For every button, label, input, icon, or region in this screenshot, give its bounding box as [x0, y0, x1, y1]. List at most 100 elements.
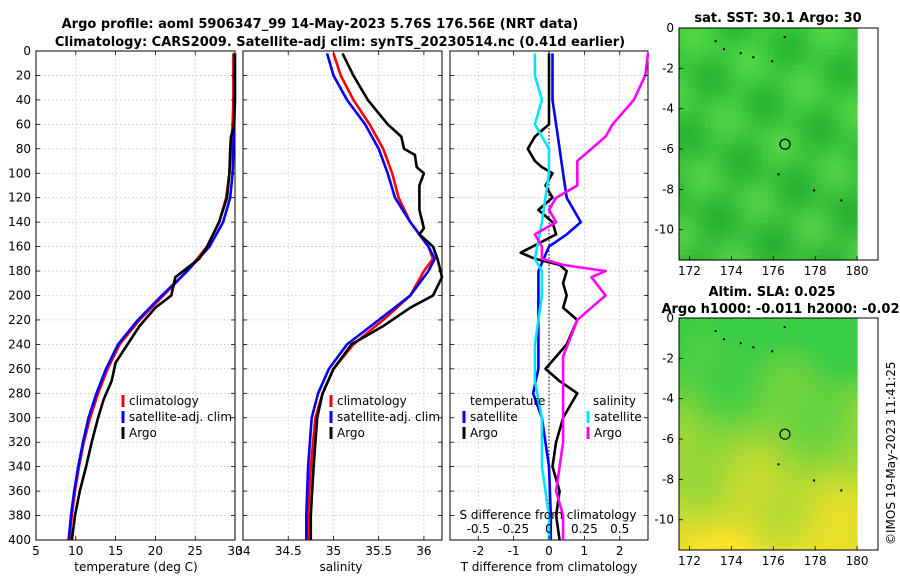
map-cell: [736, 112, 743, 119]
map-cell: [825, 244, 832, 251]
map-cell: [794, 249, 801, 256]
map-cell: [731, 202, 738, 208]
map-cell: [710, 528, 717, 535]
map-cell: [731, 354, 738, 361]
map-cell: [809, 49, 816, 55]
map-cell: [851, 159, 858, 166]
map-cell: [679, 339, 685, 345]
map-cell: [747, 101, 753, 108]
map-cell: [731, 444, 738, 451]
map-cell: [799, 349, 806, 356]
map-cell: [804, 180, 811, 187]
map-cell: [820, 28, 827, 34]
map-cell: [788, 423, 795, 430]
map-cell: [778, 128, 785, 135]
map-cell: [836, 107, 842, 113]
map-cell: [783, 86, 790, 92]
map-cell: [747, 233, 753, 240]
map-cell: [699, 407, 706, 414]
map-cell: [752, 165, 759, 171]
map-cell: [757, 360, 764, 367]
map-cell: [726, 202, 732, 208]
map-cell: [778, 523, 785, 530]
map-cell: [799, 122, 806, 129]
map-cell: [757, 492, 764, 498]
map-cell: [851, 180, 858, 187]
map-cell: [773, 333, 780, 340]
map-cell: [799, 444, 806, 451]
map-cell: [783, 217, 790, 224]
map-cell: [836, 492, 842, 498]
map-cell: [720, 217, 727, 224]
map-cell: [757, 212, 764, 219]
map-cell: [757, 518, 764, 525]
map-cell: [710, 455, 717, 461]
map-cell: [841, 138, 848, 145]
map-cell: [752, 444, 759, 451]
map-cell: [710, 59, 717, 66]
map-cell: [684, 254, 691, 261]
map-cell: [705, 318, 712, 324]
map-cell: [747, 492, 753, 498]
map-cell: [752, 54, 759, 61]
map-cell: [846, 138, 853, 145]
x-tick-label: 1: [581, 544, 589, 558]
map-cell: [762, 228, 769, 235]
map-cell: [820, 122, 827, 129]
map-cell: [846, 507, 853, 514]
map-cell: [846, 449, 853, 456]
map-cell: [799, 534, 806, 541]
map-cell: [825, 186, 832, 193]
map-cell: [825, 397, 832, 403]
map-cell: [679, 434, 685, 440]
x-tick-label: 34: [235, 544, 250, 558]
map-cell: [783, 43, 790, 50]
map-cell: [804, 544, 811, 551]
map-cell: [726, 412, 732, 419]
map-cell: [762, 318, 769, 324]
map-cell: [815, 91, 821, 98]
map-cell: [736, 418, 743, 425]
map-x-tick-label: 172: [678, 554, 701, 568]
map-cell: [836, 212, 842, 219]
map-cell: [726, 101, 732, 108]
map-cell: [684, 439, 691, 446]
map-cell: [851, 528, 858, 535]
map-cell: [825, 117, 832, 124]
map-cell: [715, 180, 722, 187]
map-cell: [710, 376, 717, 382]
map-cell: [825, 370, 832, 377]
map-cell: [705, 523, 712, 530]
map-cell: [752, 539, 759, 546]
map-cell: [773, 544, 780, 551]
map-cell: [799, 70, 806, 77]
map-cell: [836, 207, 842, 214]
map-cell: [762, 38, 769, 45]
map-cell: [773, 223, 780, 229]
map-cell: [679, 507, 685, 514]
map-cell: [720, 455, 727, 461]
map-cell: [841, 186, 848, 193]
map-cell: [741, 196, 748, 203]
legend-sat-label: satellite-adj. clim: [129, 410, 232, 424]
map-cell: [773, 381, 780, 388]
map-cell: [762, 344, 769, 351]
map-cell: [684, 470, 691, 477]
map-cell: [694, 523, 701, 530]
map-cell: [679, 481, 685, 488]
map-cell: [752, 507, 759, 514]
map-cell: [846, 418, 853, 425]
map-cell: [747, 323, 753, 330]
map-cell: [809, 59, 816, 66]
map-cell: [825, 70, 832, 77]
map-cell: [820, 365, 827, 372]
map-cell: [809, 333, 816, 340]
map-cell: [762, 28, 769, 34]
map-cell: [741, 28, 748, 34]
map-cell: [794, 186, 801, 193]
map-cell: [757, 344, 764, 351]
map-cell: [715, 33, 722, 40]
map-cell: [846, 407, 853, 414]
map-cell: [720, 159, 727, 166]
